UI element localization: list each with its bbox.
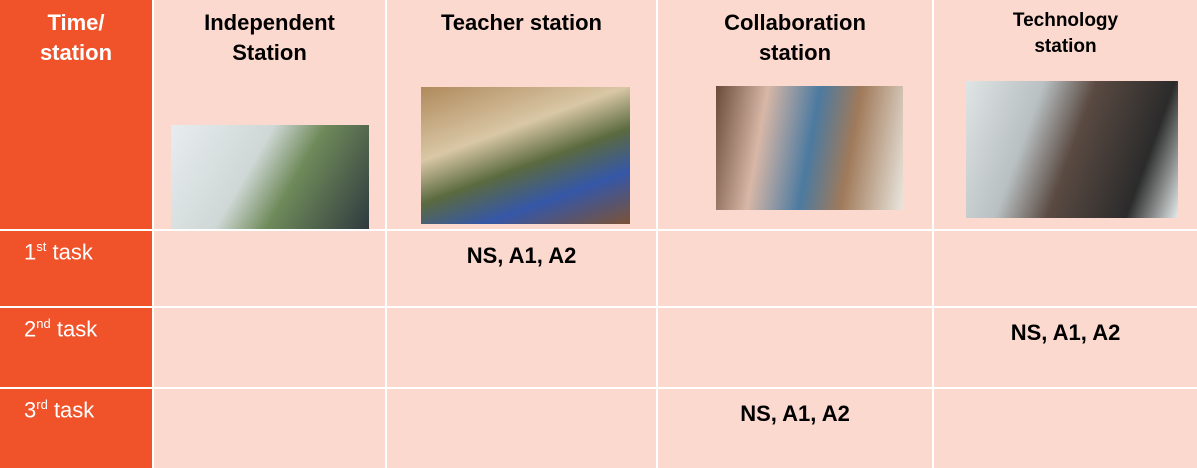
ordinal-suffix: nd: [36, 316, 51, 331]
row-label-cell: 1st task: [0, 231, 152, 306]
header-cell: Teacher station: [387, 0, 656, 229]
ordinal-suffix: st: [36, 239, 47, 254]
ordinal: 2: [24, 316, 37, 342]
ordinal-suffix: rd: [36, 397, 48, 412]
header-text: Independent Station: [204, 10, 335, 65]
table-cell: [934, 231, 1197, 306]
table-cell: [387, 308, 656, 387]
cell-text: NS, A1, A2: [466, 243, 577, 268]
ordinal: 3: [24, 397, 37, 423]
cell-text: NS, A1, A2: [1010, 320, 1121, 345]
header-cell: Independent Station: [154, 0, 385, 229]
header-text: Teacher station: [441, 10, 602, 35]
row-label: task: [56, 316, 98, 342]
ordinal: 1: [24, 239, 37, 265]
header-cell: Technology station: [934, 0, 1197, 229]
photo: [171, 125, 369, 229]
table-cell: [154, 308, 385, 387]
table-cell: [154, 231, 385, 306]
row-label-cell: 3rd task: [0, 389, 152, 468]
header-cell: Time/ station: [0, 0, 152, 229]
photo: [716, 86, 903, 210]
cell-text: NS, A1, A2: [740, 401, 850, 426]
table-cell: [154, 389, 385, 468]
photo: [421, 87, 630, 224]
table-cell: NS, A1, A2: [658, 389, 932, 468]
header-text: Collaboration station: [724, 10, 866, 65]
table-cell: [658, 308, 932, 387]
table-cell: NS, A1, A2: [934, 308, 1197, 387]
row-label: task: [52, 239, 93, 265]
header-cell: Collaboration station: [658, 0, 932, 229]
table-cell: [934, 389, 1197, 468]
header-text: Time/ station: [39, 10, 113, 65]
photo: [966, 81, 1178, 218]
table-cell: NS, A1, A2: [387, 231, 656, 306]
table-cell: [387, 389, 656, 468]
table-cell: [658, 231, 932, 306]
header-text: Technology station: [1012, 10, 1119, 57]
row-label-cell: 2nd task: [0, 308, 152, 387]
row-label: task: [53, 397, 95, 423]
